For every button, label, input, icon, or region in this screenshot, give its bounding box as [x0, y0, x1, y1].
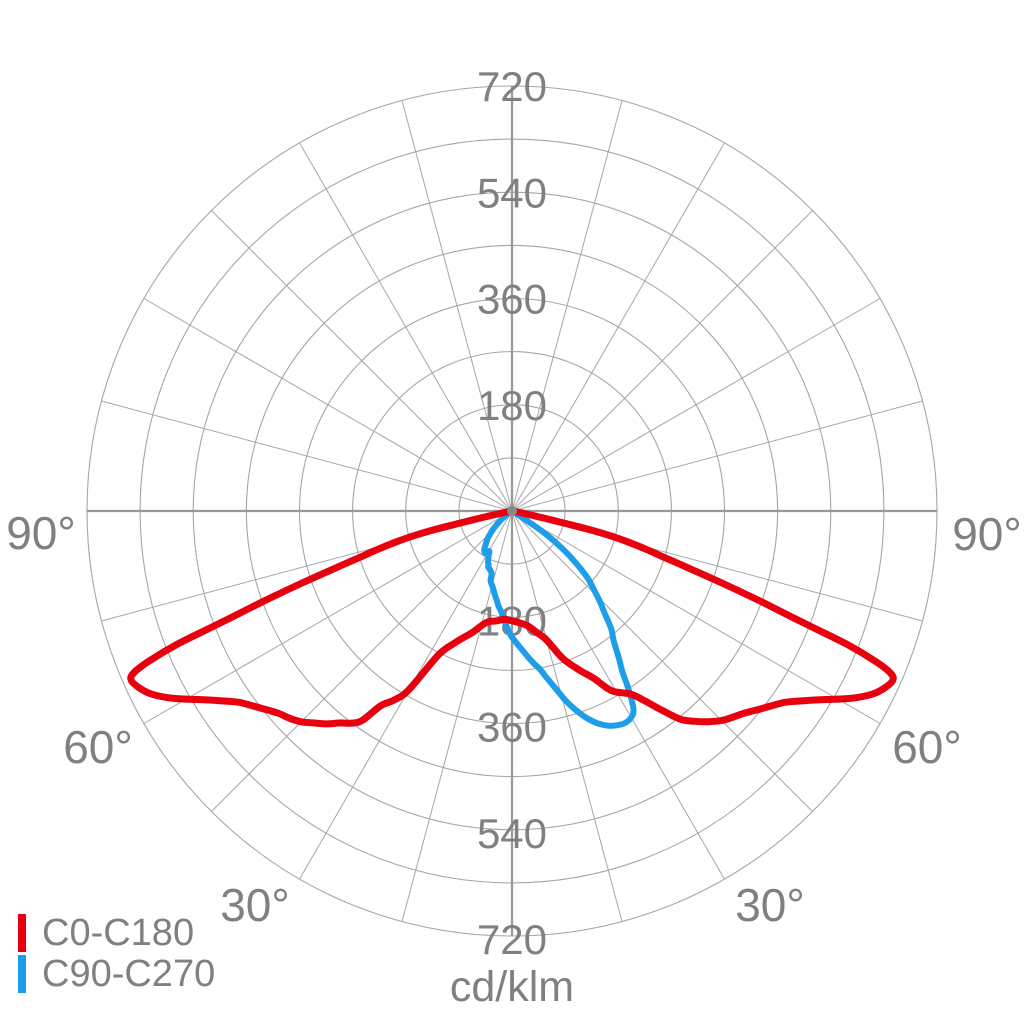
radial-tick-label-top: 180 [477, 382, 547, 429]
legend-swatch-c90-c270 [18, 954, 26, 993]
grid-spoke [211, 210, 513, 512]
curve-c0-c180 [127, 507, 897, 728]
grid-spoke [511, 142, 725, 512]
grid-spoke [511, 210, 813, 512]
angle-label-lower-left: 60° [63, 721, 133, 773]
center-dot [507, 506, 517, 516]
grid-spoke [511, 400, 923, 512]
legend: C0-C180 C90-C270 [18, 912, 215, 994]
radial-tick-label-top: 360 [477, 276, 547, 323]
radial-tick-label-top: 540 [477, 169, 547, 216]
grid-spoke [143, 298, 513, 512]
legend-label-c90-c270: C90-C270 [42, 952, 216, 995]
grid-spoke [299, 142, 513, 512]
grid-spoke [143, 510, 513, 724]
curve-c90-c270 [481, 508, 637, 729]
angle-label-bottom-left: 30° [220, 879, 290, 931]
grid-spoke [511, 510, 623, 922]
angle-label-left: 90° [6, 507, 76, 559]
legend-item-c0-c180: C0-C180 [18, 912, 215, 953]
grid-spoke [511, 298, 881, 512]
grid-spoke [401, 100, 513, 512]
angle-label-lower-right: 60° [892, 721, 962, 773]
angle-label-right: 90° [952, 508, 1022, 560]
unit-label: cd/klm [450, 963, 574, 1011]
grid-spoke [511, 510, 881, 724]
grid-spoke [511, 510, 813, 812]
legend-swatch-c0-c180 [18, 913, 26, 952]
radial-tick-label-bottom: 540 [477, 810, 547, 857]
legend-item-c90-c270: C90-C270 [18, 953, 215, 994]
angle-label-bottom-right: 30° [735, 879, 805, 931]
radial-tick-label-top: 720 [477, 63, 547, 110]
grid-spoke [101, 400, 513, 512]
radial-tick-label-bottom: 720 [477, 916, 547, 963]
legend-label-c0-c180: C0-C180 [42, 911, 195, 954]
grid-spoke [511, 100, 623, 512]
grid-spoke [211, 510, 513, 812]
radial-tick-label-bottom: 360 [477, 704, 547, 751]
